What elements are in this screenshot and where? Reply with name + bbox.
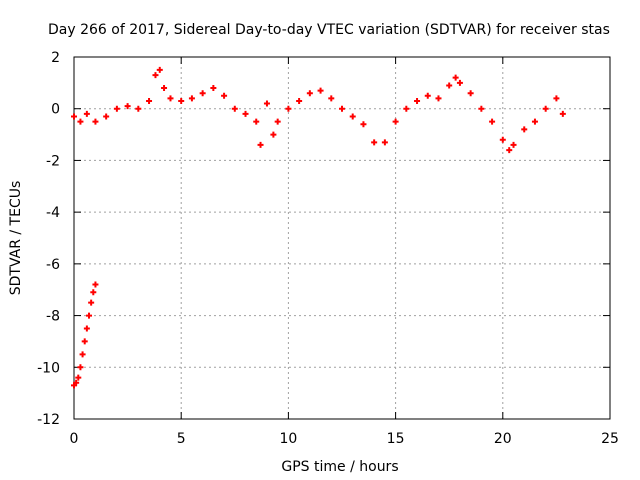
- x-tick-label: 25: [601, 431, 619, 447]
- data-point: [113, 105, 120, 112]
- data-point: [414, 97, 421, 104]
- data-point: [88, 299, 95, 306]
- data-point: [188, 95, 195, 102]
- data-point: [424, 92, 431, 99]
- data-point: [274, 118, 281, 125]
- data-point: [124, 103, 131, 110]
- data-point: [242, 110, 249, 117]
- data-point: [489, 118, 496, 125]
- data-point: [499, 136, 506, 143]
- data-point: [90, 289, 97, 296]
- data-point: [253, 118, 260, 125]
- data-point: [360, 121, 367, 128]
- data-point: [506, 147, 513, 154]
- x-tick-label: 0: [70, 431, 79, 447]
- data-point: [73, 379, 80, 386]
- data-point: [146, 97, 153, 104]
- data-point: [531, 118, 538, 125]
- data-point: [178, 97, 185, 104]
- data-point: [103, 113, 110, 120]
- data-point: [446, 82, 453, 89]
- data-point: [79, 351, 86, 358]
- x-tick-label: 5: [177, 431, 186, 447]
- data-point: [467, 90, 474, 97]
- y-tick-label: -2: [46, 153, 60, 169]
- data-point: [77, 118, 84, 125]
- data-point: [81, 338, 88, 345]
- data-point: [221, 92, 228, 99]
- y-axis-label: SDTVAR / TECUs: [8, 181, 24, 296]
- data-point: [156, 66, 163, 73]
- y-tick-label: -6: [46, 257, 60, 273]
- data-point: [199, 90, 206, 97]
- data-point: [521, 126, 528, 133]
- data-point: [349, 113, 356, 120]
- plot-frame: [73, 56, 611, 420]
- data-point: [83, 325, 90, 332]
- chart-title: Day 266 of 2017, Sidereal Day-to-day VTE…: [48, 22, 610, 38]
- data-point: [152, 72, 159, 79]
- data-point: [381, 139, 388, 146]
- data-point: [161, 85, 168, 92]
- data-point: [542, 105, 549, 112]
- y-tick-label: -12: [37, 412, 60, 428]
- y-tick-label: -10: [37, 360, 60, 376]
- x-axis-label: GPS time / hours: [281, 459, 398, 475]
- data-point: [135, 105, 142, 112]
- data-point: [83, 110, 90, 117]
- x-tick-label: 10: [279, 431, 297, 447]
- data-point: [317, 87, 324, 94]
- data-point: [167, 95, 174, 102]
- data-point: [210, 85, 217, 92]
- x-tick-label: 20: [494, 431, 512, 447]
- data-point: [231, 105, 238, 112]
- data-point: [296, 97, 303, 104]
- data-point: [339, 105, 345, 112]
- data-point: [403, 105, 410, 112]
- y-axis-ticks: -12 -10 -8 -6 -4 -2 0 2: [37, 50, 610, 428]
- grid-lines: [74, 57, 610, 419]
- data-point: [392, 118, 399, 125]
- y-tick-label: 0: [51, 102, 60, 118]
- data-point: [452, 74, 459, 81]
- data-point: [257, 141, 264, 148]
- data-point: [263, 100, 270, 107]
- data-point: [285, 105, 292, 112]
- data-point: [92, 118, 99, 125]
- plot-border: [73, 56, 611, 420]
- data-point: [270, 131, 277, 138]
- data-point: [306, 90, 313, 97]
- data-point: [92, 281, 99, 288]
- data-point: [553, 95, 560, 102]
- data-point: [456, 79, 463, 86]
- y-tick-label: -4: [46, 205, 60, 221]
- x-tick-label: 15: [387, 431, 405, 447]
- data-point: [75, 374, 82, 381]
- data-point: [510, 141, 517, 148]
- data-point: [435, 95, 442, 102]
- data-point: [77, 364, 84, 371]
- data-point: [71, 113, 77, 120]
- data-point: [478, 105, 485, 112]
- data-series-stas: [71, 66, 566, 389]
- x-axis-ticks: 0 5 10 15 20 25: [70, 57, 619, 447]
- y-tick-label: -8: [46, 309, 60, 325]
- data-point: [328, 95, 335, 102]
- data-point: [559, 110, 566, 117]
- data-point: [371, 139, 378, 146]
- y-tick-label: 2: [51, 50, 60, 66]
- data-point: [86, 312, 93, 319]
